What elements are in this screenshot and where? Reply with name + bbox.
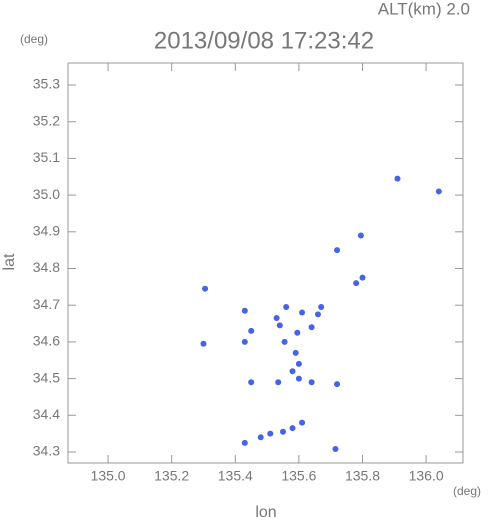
radar-echo (257, 434, 264, 441)
radar-echo (292, 349, 299, 356)
y-tick-label: 35.2 (33, 112, 60, 128)
radar-echo (289, 368, 296, 375)
radar-echo (248, 379, 255, 386)
radar-echo (334, 381, 341, 388)
x-tick-label: 135.0 (91, 468, 126, 484)
y-tick-label: 34.5 (33, 369, 60, 385)
radar-echo (202, 285, 209, 292)
radar-echo (283, 304, 290, 311)
y-unit: (deg) (20, 32, 48, 46)
radar-echo (332, 446, 339, 453)
radar-echo (359, 274, 366, 281)
radar-echo (357, 232, 364, 239)
radar-echo (435, 188, 442, 195)
x-tick-label: 135.8 (345, 468, 380, 484)
y-tick-label: 35.0 (33, 186, 60, 202)
radar-echo (394, 175, 401, 182)
y-tick-label: 34.9 (33, 223, 60, 239)
radar-echo (295, 360, 302, 367)
y-tick-label: 34.7 (33, 296, 60, 312)
plot-frame (67, 62, 464, 464)
radar-echo (275, 379, 282, 386)
y-tick-label: 35.1 (33, 149, 60, 165)
radar-echo (273, 315, 280, 322)
radar-echo (299, 309, 306, 316)
radar-echo (279, 428, 286, 435)
radar-echo (276, 322, 283, 329)
x-tick-label: 135.2 (154, 468, 189, 484)
radar-echo (308, 379, 315, 386)
y-axis-label: lat (1, 253, 18, 270)
x-tick-label: 136.0 (409, 468, 444, 484)
radar-echo (241, 307, 248, 314)
radar-echo (299, 419, 306, 426)
radar-echo (267, 430, 274, 437)
x-axis-label: lon (255, 504, 276, 521)
x-unit: (deg) (453, 484, 481, 498)
y-tick-label: 34.6 (33, 333, 60, 349)
radar-echo (353, 280, 360, 287)
y-tick-label: 35.3 (33, 76, 60, 92)
radar-echo (314, 311, 321, 318)
subtitle: ALT(km) 2.0 (378, 0, 470, 18)
radar-echo (241, 439, 248, 446)
radar-echo (308, 324, 315, 331)
y-tick-label: 34.8 (33, 259, 60, 275)
radar-echo (318, 304, 325, 311)
y-tick-label: 34.3 (33, 443, 60, 459)
radar-echo (294, 329, 301, 336)
radar-echo (334, 247, 341, 254)
x-tick-label: 135.4 (218, 468, 253, 484)
radar-echo (295, 375, 302, 382)
radar-echo (281, 338, 288, 345)
x-tick-label: 135.6 (281, 468, 316, 484)
radar-echo (200, 340, 207, 347)
chart-title: 2013/09/08 17:23:42 (154, 27, 374, 54)
radar-echo (289, 425, 296, 432)
radar-echo (241, 338, 248, 345)
y-tick-label: 34.4 (33, 406, 60, 422)
radar-echo (248, 327, 255, 334)
